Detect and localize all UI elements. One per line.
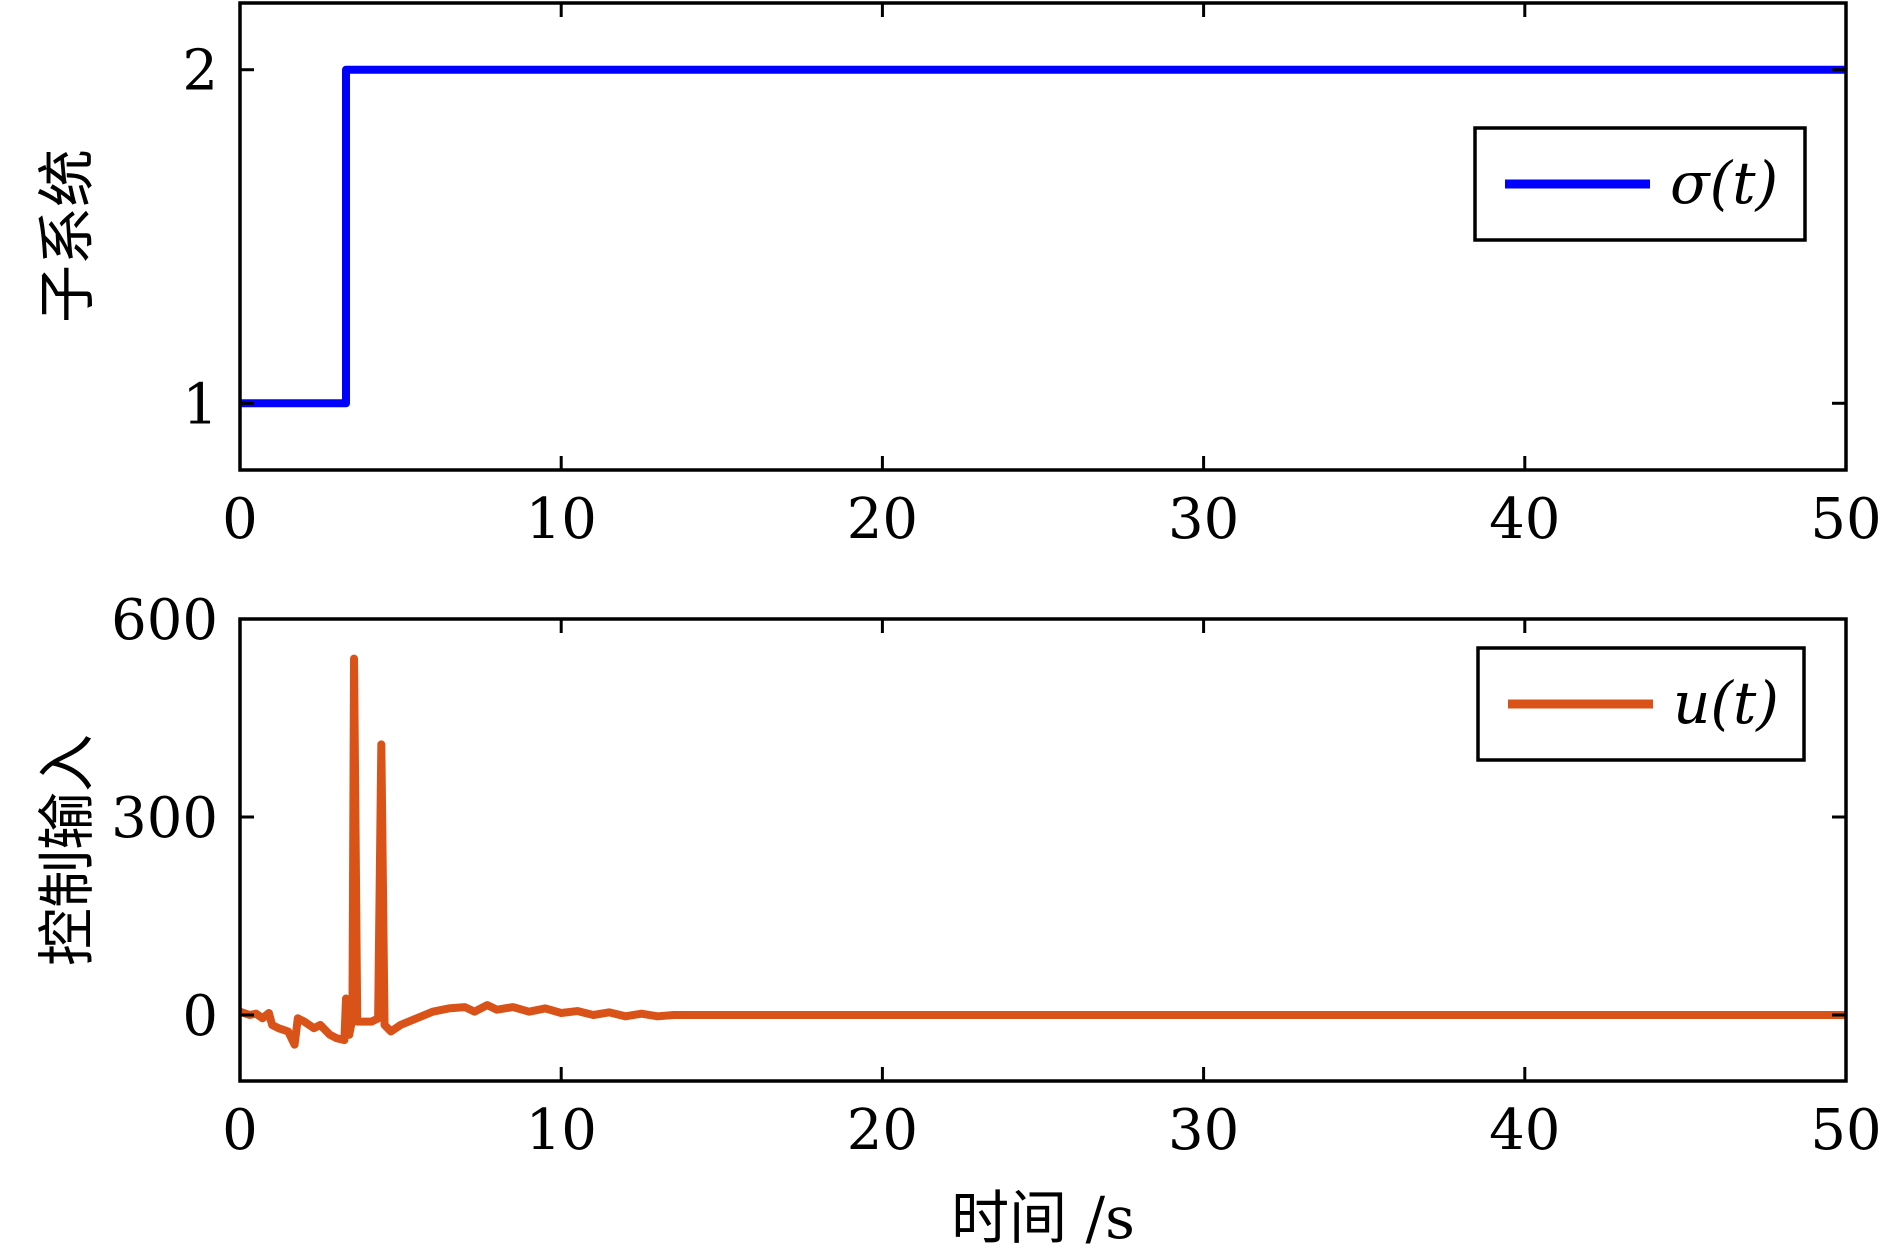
x-tick-label-subsystem-4: 40 [1489,487,1560,552]
legend-label-sigma: σ(t) [1670,149,1778,217]
x-tick-label-control-input-1: 10 [526,1098,597,1163]
x-tick-label-subsystem-3: 30 [1168,487,1239,552]
ticks-subsystem: 0 10 20 30 40 50 1 2 [182,3,1882,552]
axes-frame-subsystem [238,1,1848,472]
legend-label-u: u(t) [1673,669,1779,737]
subplot-subsystem: 0 10 20 30 40 50 1 2 子系统 σ(t) [33,1,1882,552]
series-line-subsystem-0 [240,65,1846,408]
y-tick-label-subsystem-0: 1 [182,372,218,437]
y-tick-label-control-input-1: 300 [111,786,218,851]
y-tick-label-subsystem-1: 2 [182,39,218,104]
subplot-control-input: 0 10 20 30 40 50 0 300 600 控制输入 时间 /s u(t) [33,588,1882,1252]
x-tick-label-subsystem-1: 10 [526,487,597,552]
x-tick-label-control-input-0: 0 [222,1098,258,1163]
series-layer-subsystem [240,65,1846,408]
x-axis-label-time: 时间 /s [951,1184,1135,1252]
y-tick-label-control-input-2: 600 [111,588,218,653]
x-tick-label-control-input-3: 30 [1168,1098,1239,1163]
x-tick-label-subsystem-0: 0 [222,487,258,552]
axes-frame-control-input [238,617,1848,1083]
x-tick-label-control-input-2: 20 [847,1098,918,1163]
y-axis-label-control-input: 控制输入 [33,734,101,966]
x-tick-label-subsystem-2: 20 [847,487,918,552]
legend-control-input: u(t) [1476,646,1806,762]
series-line-control-input-0 [240,654,1846,1049]
ticks-control-input: 0 10 20 30 40 50 0 300 600 [111,588,1882,1163]
y-tick-label-control-input-0: 0 [182,984,218,1049]
x-tick-label-control-input-4: 40 [1489,1098,1560,1163]
y-axis-label-subsystem: 子系统 [33,149,101,323]
series-layer-control-input [240,654,1846,1049]
legend-subsystem: σ(t) [1473,126,1807,242]
x-tick-label-subsystem-5: 50 [1810,487,1881,552]
x-tick-label-control-input-5: 50 [1810,1098,1881,1163]
